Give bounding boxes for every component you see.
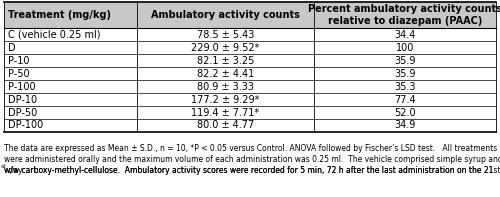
Text: were administered orally and the maximum volume of each administration was 0.25 : were administered orally and the maximum…: [4, 155, 500, 164]
Text: 80.0 ± 4.77: 80.0 ± 4.77: [197, 121, 254, 130]
Text: 80.9 ± 3.33: 80.9 ± 3.33: [197, 82, 254, 91]
Text: 34.9: 34.9: [394, 121, 415, 130]
Text: 229.0 ± 9.52*: 229.0 ± 9.52*: [191, 43, 260, 52]
Text: 34.4: 34.4: [394, 30, 415, 40]
Text: 77.4: 77.4: [394, 95, 416, 104]
Bar: [4, 2, 496, 28]
Text: DP-50: DP-50: [8, 108, 37, 117]
Text: 35.3: 35.3: [394, 82, 415, 91]
Text: 78.5 ± 5.43: 78.5 ± 5.43: [196, 30, 254, 40]
Text: P-10: P-10: [8, 56, 30, 65]
Text: 82.1 ± 3.25: 82.1 ± 3.25: [196, 56, 254, 65]
Text: The data are expressed as Mean ± S.D., n = 10, *P < 0.05 versus Control. ANOVA f: The data are expressed as Mean ± S.D., n…: [4, 144, 497, 153]
Text: D: D: [8, 43, 16, 52]
Text: 177.2 ± 9.29*: 177.2 ± 9.29*: [191, 95, 260, 104]
Text: 100: 100: [396, 43, 414, 52]
Bar: [4, 67, 496, 80]
Bar: [4, 54, 496, 67]
Text: day: day: [6, 166, 22, 175]
Bar: [4, 80, 496, 93]
Bar: [4, 28, 496, 41]
Text: 82.2 ± 4.41: 82.2 ± 4.41: [197, 69, 254, 78]
Text: st: st: [1, 164, 7, 169]
Text: DP-10: DP-10: [8, 95, 37, 104]
Text: DP-100: DP-100: [8, 121, 44, 130]
Text: 52.0: 52.0: [394, 108, 416, 117]
Text: 119.4 ± 7.71*: 119.4 ± 7.71*: [192, 108, 260, 117]
Bar: [4, 119, 496, 132]
Text: 35.9: 35.9: [394, 69, 415, 78]
Text: P-50: P-50: [8, 69, 30, 78]
Bar: [4, 41, 496, 54]
Bar: [4, 106, 496, 119]
Text: Treatment (mg/kg): Treatment (mg/kg): [8, 10, 111, 20]
Text: w/w carboxy-methyl-cellulose.  Ambulatory activity scores were recorded for 5 mi: w/w carboxy-methyl-cellulose. Ambulatory…: [4, 166, 494, 175]
Text: P-100: P-100: [8, 82, 36, 91]
Bar: [4, 93, 496, 106]
Text: Percent ambulatory activity counts
relative to diazepam (PAAC): Percent ambulatory activity counts relat…: [308, 4, 500, 26]
Text: C (vehicle 0.25 ml): C (vehicle 0.25 ml): [8, 30, 100, 40]
Text: Ambulatory activity counts: Ambulatory activity counts: [151, 10, 300, 20]
Text: 35.9: 35.9: [394, 56, 415, 65]
Text: w/w carboxy-methyl-cellulose.  Ambulatory activity scores were recorded for 5 mi: w/w carboxy-methyl-cellulose. Ambulatory…: [4, 166, 500, 175]
